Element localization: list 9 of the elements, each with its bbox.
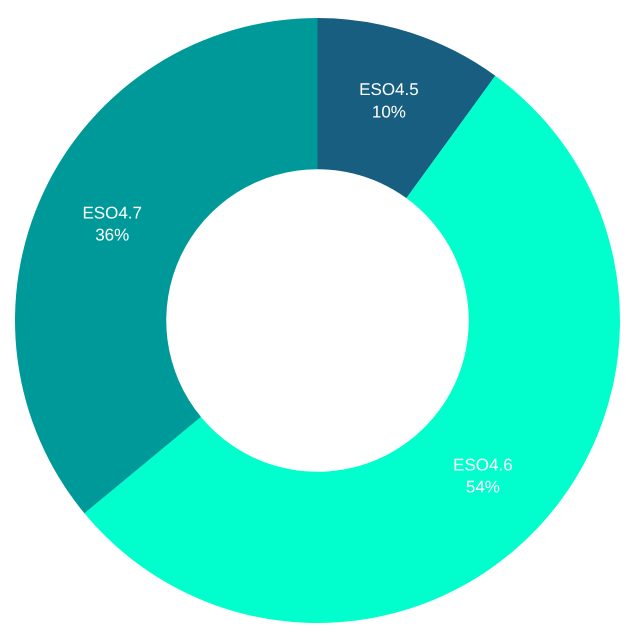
donut-slice	[318, 18, 496, 198]
data-label: 54%	[466, 477, 500, 496]
data-label: 36%	[95, 225, 130, 244]
donut-slice	[84, 76, 620, 623]
slice-label: ESO4.6	[453, 455, 513, 474]
data-label: 10%	[372, 102, 406, 122]
slice-label: ESO4.5	[359, 80, 419, 100]
slice-label: ESO4.7	[82, 203, 142, 222]
donut-slice	[16, 18, 318, 514]
